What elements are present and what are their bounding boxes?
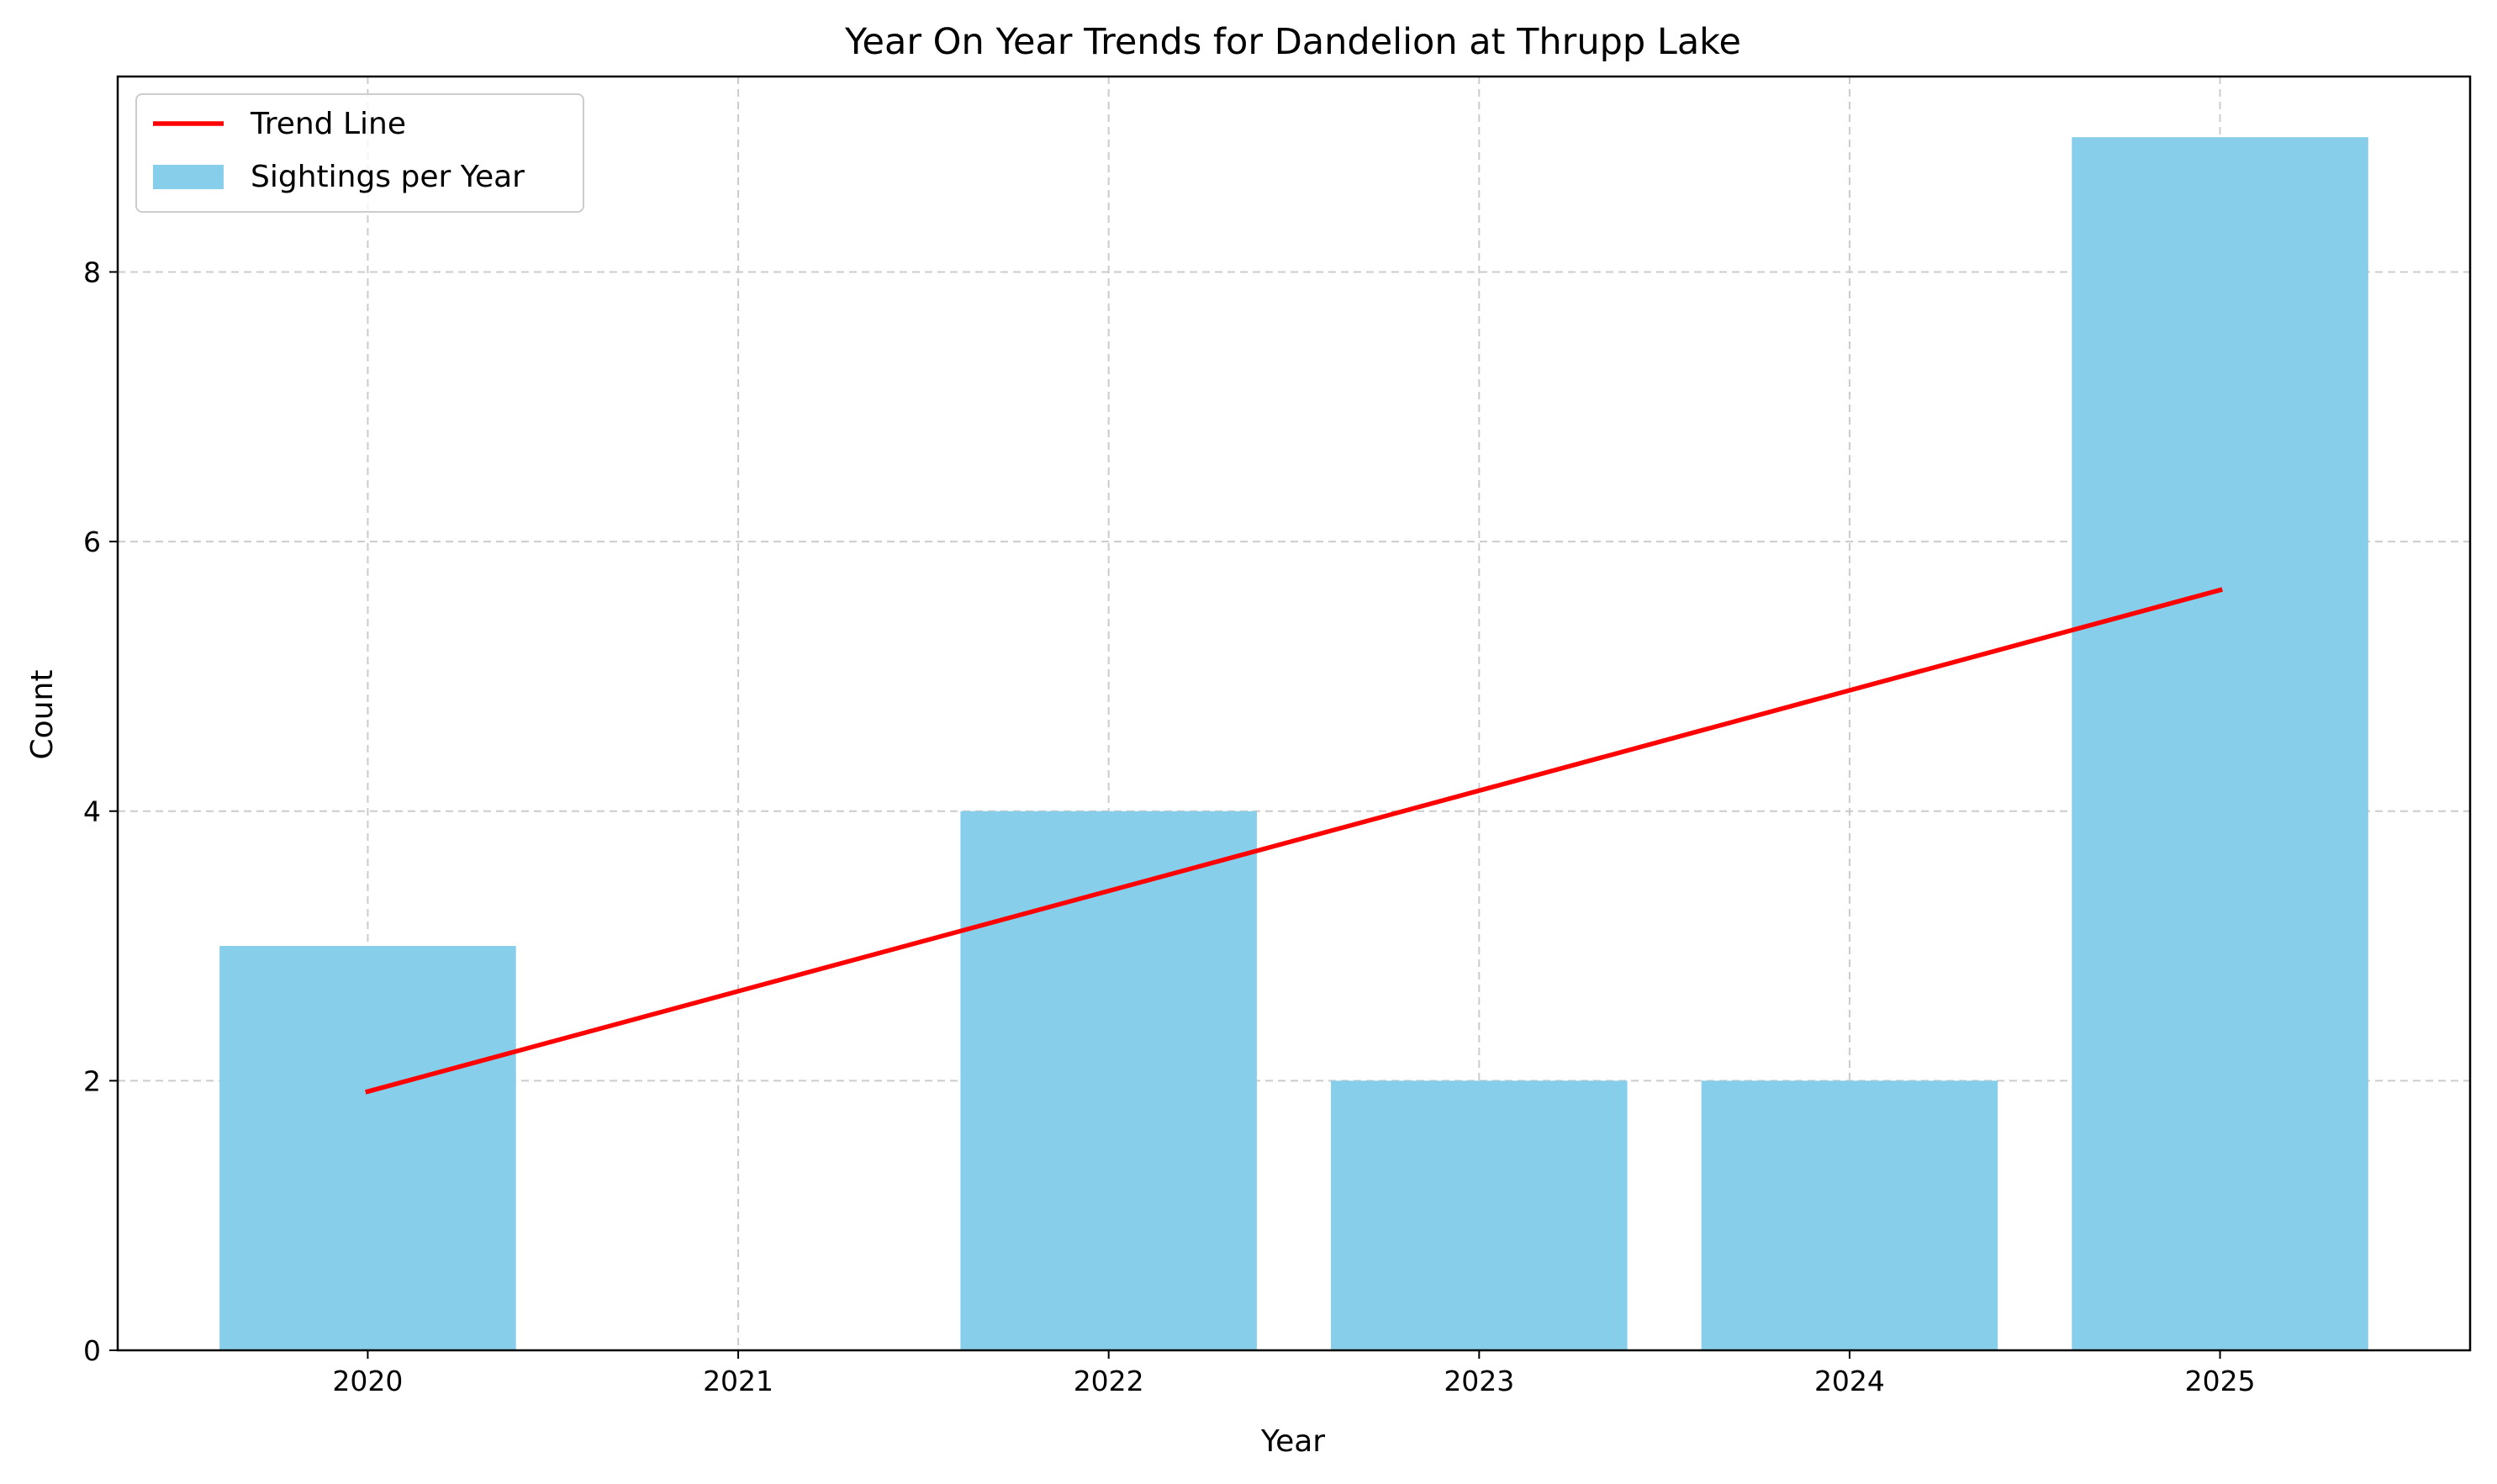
legend: Trend Line Sightings per Year — [135, 93, 584, 213]
x-tick-label-2024: 2024 — [1814, 1365, 1885, 1397]
bar-2022 — [960, 811, 1257, 1350]
x-tick-label-2022: 2022 — [1074, 1365, 1144, 1397]
x-axis: 2020 2021 2022 2023 2024 2025 — [332, 1350, 2256, 1397]
x-tick-label-2025: 2025 — [2185, 1365, 2256, 1397]
chart-title: Year On Year Trends for Dandelion at Thr… — [844, 21, 1741, 63]
y-tick-label-2: 2 — [83, 1064, 101, 1097]
x-axis-label: Year — [1260, 1424, 1325, 1459]
y-axis: 0 2 4 6 8 — [83, 256, 118, 1367]
bar-2025 — [2072, 137, 2368, 1351]
legend-label-trend-line: Trend Line — [250, 107, 406, 141]
bar-2020 — [219, 946, 516, 1350]
bars — [219, 137, 2368, 1351]
trend-line — [365, 587, 2223, 1095]
y-axis-label: Count — [25, 670, 60, 760]
x-tick-label-2020: 2020 — [332, 1365, 403, 1397]
x-tick-label-2023: 2023 — [1444, 1365, 1514, 1397]
y-tick-label-0: 0 — [83, 1334, 101, 1367]
plot-frame — [116, 75, 2472, 1352]
bar-2024 — [1701, 1080, 1998, 1350]
legend-swatch-sightings — [153, 165, 224, 189]
bar-2023 — [1331, 1080, 1628, 1350]
y-tick-label-6: 6 — [83, 525, 101, 558]
y-tick-label-4: 4 — [83, 795, 101, 828]
x-tick-label-2021: 2021 — [703, 1365, 773, 1397]
trend-line-group — [365, 587, 2223, 1095]
legend-label-sightings: Sightings per Year — [251, 160, 525, 194]
y-tick-label-8: 8 — [83, 256, 101, 288]
legend-frame — [135, 93, 584, 213]
